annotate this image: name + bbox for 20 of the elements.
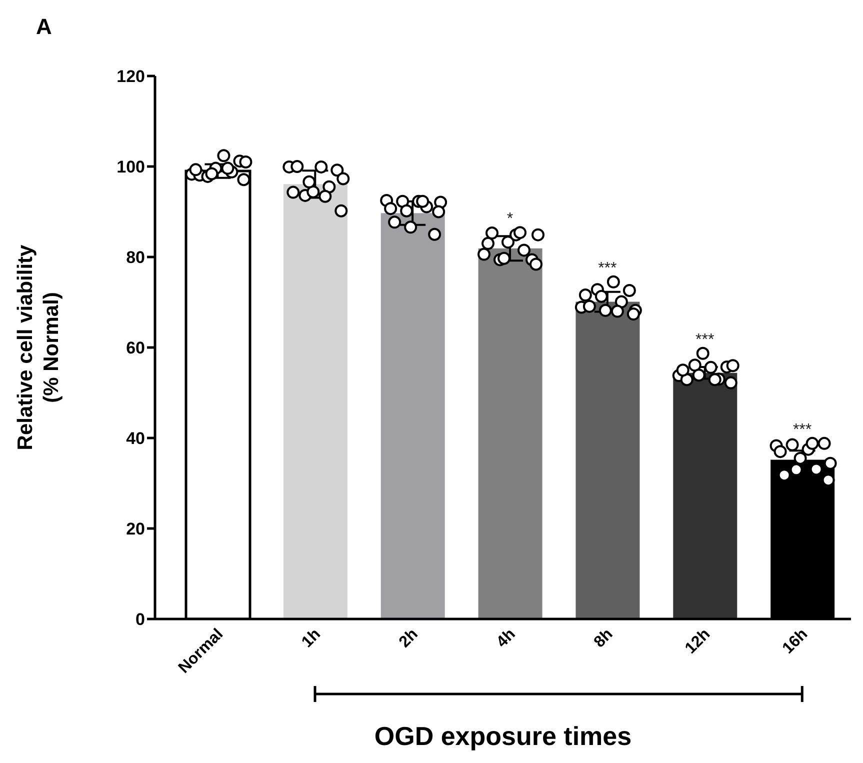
x-tick-label: 16h — [780, 626, 812, 658]
x-axis-title: OGD exposure times — [374, 721, 632, 751]
y-tick-label: 0 — [136, 610, 145, 630]
y-axis-title: Relative cell viability (% Normal) — [14, 244, 63, 450]
x-tick-label: 12h — [682, 626, 714, 658]
y-tick-label: 20 — [126, 520, 145, 539]
y-tick-label: 80 — [126, 248, 145, 268]
chart-title: A — [36, 14, 52, 40]
annotation: *** — [696, 331, 714, 348]
annotation: * — [506, 210, 514, 228]
y-tick-label: 120 — [116, 67, 145, 86]
x-tick-label: 8h — [591, 626, 616, 652]
y-tick-label: 40 — [126, 429, 145, 448]
x-tick-label: 4h — [494, 626, 519, 652]
annotation: *** — [598, 260, 617, 277]
x-tick-label: 2h — [396, 626, 422, 652]
y-tick-label: 60 — [126, 338, 145, 358]
y-tick-label: 100 — [116, 158, 145, 177]
x-tick-label: 1h — [298, 626, 324, 652]
annotation: *** — [792, 421, 812, 438]
